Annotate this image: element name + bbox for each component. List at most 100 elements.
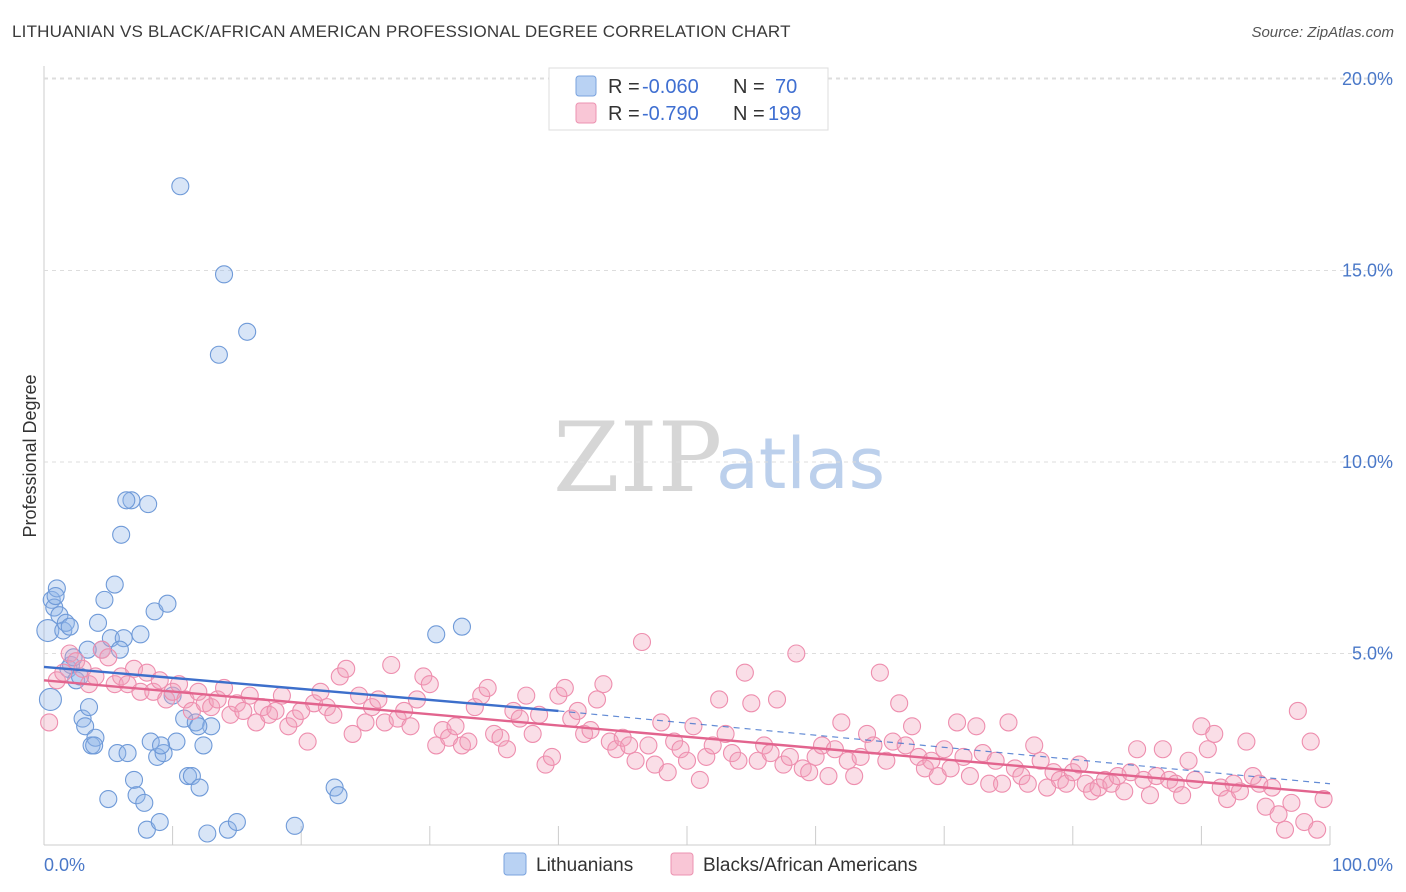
point-lithuanians [108, 744, 127, 763]
point-lithuanians [114, 629, 133, 648]
point-blacks [774, 755, 793, 774]
point-blacks [510, 709, 529, 728]
point-blacks [1275, 820, 1295, 839]
point-blacks [677, 751, 697, 770]
x-axis-ticks [172, 826, 1331, 845]
y-tick-label: 15.0% [1342, 261, 1393, 281]
point-blacks [1140, 786, 1160, 805]
point-blacks [980, 774, 999, 793]
point-lithuanians [189, 717, 208, 736]
point-blacks [1128, 740, 1147, 759]
y-axis-tick-labels: 5.0% 10.0% 15.0% 20.0% [1342, 69, 1393, 664]
y-axis-label: Professional Degree [20, 374, 40, 537]
point-lithuanians [47, 579, 66, 598]
point-blacks [401, 717, 420, 736]
point-blacks [800, 763, 819, 782]
trend-line-blacks [43, 679, 1331, 795]
legend-r-value-2: -0.790 [642, 103, 699, 125]
point-lithuanians [285, 816, 304, 835]
point-blacks [671, 740, 690, 759]
point-blacks [420, 675, 439, 694]
point-blacks [497, 740, 517, 759]
point-lithuanians [117, 491, 136, 510]
point-blacks [594, 675, 613, 694]
y-tick-label: 5.0% [1352, 644, 1393, 664]
point-blacks [864, 736, 883, 755]
point-lithuanians [452, 617, 472, 636]
point-blacks [697, 747, 716, 766]
point-blacks [202, 698, 221, 717]
legend-r-label-2: R = [608, 103, 640, 125]
point-blacks [1012, 767, 1031, 786]
point-lithuanians [78, 640, 97, 659]
bottom-legend-swatch-lithuanians [503, 852, 527, 876]
point-blacks [735, 663, 754, 682]
point-blacks [92, 640, 111, 659]
point-blacks [105, 675, 124, 694]
point-lithuanians [158, 594, 177, 613]
point-lithuanians [194, 736, 213, 755]
point-lithuanians [131, 625, 150, 644]
point-blacks [1301, 732, 1320, 751]
point-blacks [626, 751, 645, 770]
point-blacks [491, 728, 510, 747]
point-lithuanians [122, 491, 141, 510]
point-blacks [857, 724, 877, 743]
point-lithuanians [167, 732, 186, 751]
bottom-legend-label-blacks: Blacks/African Americans [703, 855, 917, 876]
point-blacks [1198, 740, 1217, 759]
point-lithuanians [118, 744, 137, 763]
point-blacks [767, 690, 787, 709]
point-blacks [343, 724, 362, 743]
point-blacks [478, 678, 497, 698]
point-blacks [279, 717, 298, 736]
source-label: Source: ZipAtlas.com [1251, 24, 1394, 41]
point-lithuanians [85, 736, 104, 755]
y-tick-label: 20.0% [1342, 69, 1393, 89]
point-lithuanians [86, 728, 105, 747]
point-blacks [60, 644, 79, 663]
point-blacks [587, 690, 607, 709]
point-lithuanians [227, 812, 246, 832]
point-blacks [369, 690, 388, 709]
point-blacks [890, 694, 909, 713]
point-lithuanians [36, 618, 60, 643]
point-blacks [317, 698, 336, 717]
point-lithuanians [141, 732, 160, 751]
point-blacks [549, 686, 568, 705]
point-blacks [459, 732, 478, 751]
point-blacks [1115, 782, 1134, 801]
point-blacks [40, 713, 59, 732]
point-blacks [690, 770, 709, 789]
point-blacks [870, 663, 889, 682]
point-blacks [1237, 732, 1256, 751]
point-blacks [658, 763, 677, 782]
point-blacks [703, 736, 722, 755]
legend: R = -0.060 N = 70 R = -0.790 N = 199 [548, 67, 829, 131]
point-blacks [877, 751, 896, 770]
point-blacks [710, 690, 729, 709]
point-lithuanians [99, 789, 118, 809]
point-blacks [665, 732, 684, 751]
point-blacks [1269, 805, 1288, 824]
point-blacks [189, 682, 208, 701]
point-lithuanians [124, 770, 144, 789]
point-lithuanians [38, 687, 62, 712]
point-lithuanians [190, 778, 209, 797]
point-blacks [1179, 751, 1198, 770]
point-blacks [1308, 820, 1327, 839]
point-blacks [819, 767, 838, 786]
point-blacks [986, 751, 1005, 770]
point-lithuanians [112, 525, 131, 544]
point-blacks [1025, 736, 1044, 755]
point-blacks [517, 686, 536, 705]
point-lithuanians [151, 736, 171, 755]
legend-r-value-1: -0.060 [642, 76, 699, 98]
point-blacks [568, 701, 587, 721]
point-blacks [1230, 782, 1250, 801]
point-lithuanians [329, 786, 348, 805]
point-blacks [845, 767, 864, 786]
point-blacks [1173, 786, 1192, 805]
point-lithuanians [427, 625, 446, 644]
point-blacks [960, 767, 979, 786]
